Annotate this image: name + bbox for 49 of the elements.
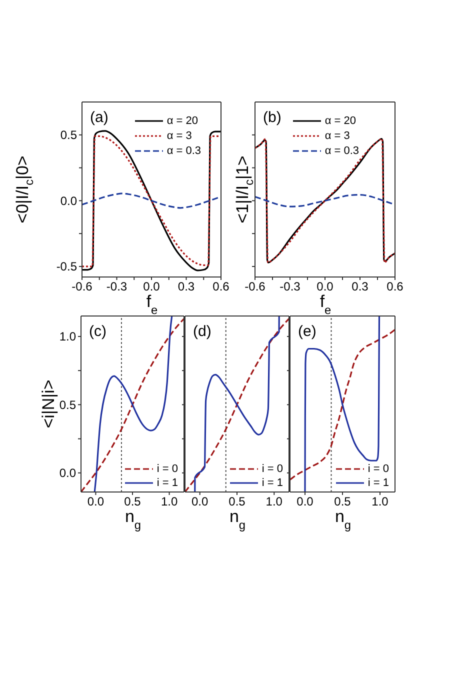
annotation: (d)	[193, 323, 212, 340]
legend-label: α = 20	[324, 114, 356, 126]
x-tick-label: 0.5	[228, 494, 246, 509]
x-tick-label: -0.6	[72, 280, 93, 294]
x-axis-title: n$_{g}$	[124, 507, 142, 532]
x-tick-label: 0.3	[352, 280, 369, 294]
legend-label: i = 0	[368, 463, 389, 475]
annotation: (e)	[298, 323, 316, 340]
x-axis-title: f$_{e}$	[320, 292, 332, 317]
legend-label: i = 1	[368, 477, 389, 489]
x-tick-label: 0.5	[334, 494, 352, 509]
legend-label: i = 1	[156, 477, 178, 489]
y-tick-label: 1.0	[59, 330, 76, 344]
annotation: (b)	[263, 109, 282, 126]
x-tick-label: 0.0	[192, 494, 209, 509]
x-tick-label: -0.3	[106, 280, 128, 294]
legend-label: i = 1	[262, 477, 283, 489]
legend-label: i = 0	[262, 463, 283, 475]
legend-label: α = 0.3	[166, 144, 201, 156]
x-tick-label: 0.3	[178, 280, 195, 294]
legend-label: α = 3	[324, 130, 350, 142]
y-tick-label: 0.5	[59, 398, 76, 412]
x-tick-label: 0.6	[212, 280, 230, 294]
y-tick-label: -0.5	[56, 260, 78, 274]
x-tick-label: -0.6	[244, 280, 266, 294]
x-axis-title: n$_{g}$	[229, 507, 246, 532]
y-tick-label: 0.5	[60, 128, 78, 142]
x-tick-label: 0.0	[316, 280, 334, 294]
line-series	[82, 192, 221, 209]
legend-label: i = 0	[156, 463, 178, 475]
x-tick-label: -0.3	[280, 280, 301, 294]
legend-label: α = 20	[166, 114, 198, 126]
legend-label: α = 3	[166, 130, 192, 142]
legend-label: α = 0.3	[324, 144, 359, 156]
x-tick-label: 0.5	[124, 494, 142, 509]
x-tick-label: 0.0	[87, 494, 104, 509]
y-tick-label: 0.0	[59, 466, 76, 480]
x-tick-label: 0.0	[296, 494, 314, 509]
x-tick-label: 0.0	[143, 280, 160, 294]
x-tick-label: 1.0	[372, 494, 389, 509]
x-axis-title: f$_{e}$	[146, 292, 158, 317]
x-tick-label: 0.6	[386, 280, 404, 294]
annotation: (a)	[90, 109, 108, 126]
x-tick-label: 1.0	[160, 494, 178, 509]
annotation: (c)	[89, 323, 106, 340]
x-axis-title: n$_{g}$	[334, 507, 352, 532]
x-tick-label: 1.0	[266, 494, 283, 509]
y-tick-label: 0.0	[60, 194, 78, 208]
y-axis-title: <i|N|i>	[38, 380, 58, 428]
